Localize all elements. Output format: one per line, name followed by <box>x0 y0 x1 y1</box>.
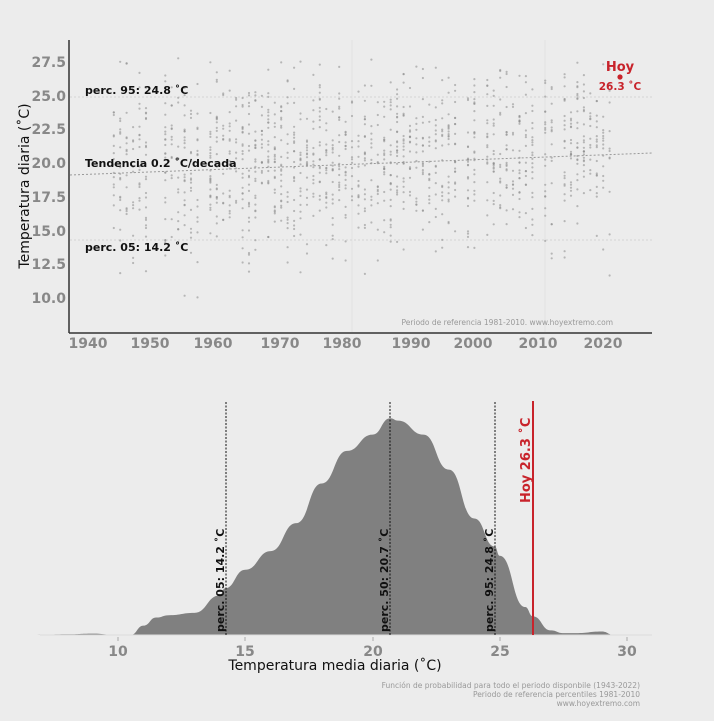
y-tick: 17.5 <box>31 190 66 206</box>
p95-annotation: perc. 95: 24.8 ˚C <box>85 84 188 97</box>
today-label: Hoy <box>606 60 635 75</box>
y-tick: 15.0 <box>31 224 66 240</box>
x-tick: 15 <box>235 644 254 660</box>
x-tick-labels: 1940 1950 1960 1970 1980 1990 2000 2010 … <box>69 336 623 352</box>
footnote-1: Función de probabilidad para todo el per… <box>382 681 640 690</box>
p50-vlabel: perc. 50: 20.7 ˚C <box>378 529 391 632</box>
y-tick: 20.0 <box>31 156 66 172</box>
x-tick: 20 <box>363 644 383 660</box>
x-tick: 30 <box>617 644 637 660</box>
x-tick: 10 <box>108 644 128 660</box>
density-chart: perc. 05: 14.2 ˚C perc. 50: 20.7 ˚C perc… <box>34 401 652 708</box>
y-axis-label: Temperatura diaria (˚C) <box>16 103 33 269</box>
x-tick: 1960 <box>194 336 233 352</box>
y-tick: 27.5 <box>31 55 66 71</box>
p05-vlabel: perc. 05: 14.2 ˚C <box>214 529 227 632</box>
trend-annotation: Tendencia 0.2 ˚C/decada <box>85 157 237 170</box>
x-tick: 2000 <box>454 336 493 352</box>
density-x-ticks: 10 15 20 25 30 <box>108 637 637 660</box>
x-axis-label: Temperatura media diaria (˚C) <box>227 657 441 674</box>
p95-vlabel: perc. 95: 24.8 ˚C <box>483 529 496 632</box>
density-area <box>34 418 615 635</box>
x-tick: 2020 <box>584 336 623 352</box>
today-vlabel: Hoy 26.3 ˚C <box>518 418 534 503</box>
p05-annotation: perc. 05: 14.2 ˚C <box>85 241 188 254</box>
today-value: 26.3 ˚C <box>599 81 642 93</box>
trend-line <box>69 152 653 176</box>
y-tick: 22.5 <box>31 122 66 138</box>
x-tick: 25 <box>490 644 509 660</box>
x-tick: 1940 <box>69 336 108 352</box>
x-tick: 1950 <box>131 336 170 352</box>
y-tick: 12.5 <box>31 257 66 273</box>
y-tick-labels: 10.0 12.5 15.0 17.5 20.0 22.5 25.0 27.5 <box>31 55 66 307</box>
footnote-2: Periodo de referencia percentiles 1981-2… <box>473 690 640 699</box>
x-tick: 2010 <box>519 336 558 352</box>
footnote-3: www.hoyextremo.com <box>557 699 640 708</box>
scatter-points <box>112 57 611 299</box>
y-tick: 10.0 <box>31 291 66 307</box>
y-tick: 25.0 <box>31 89 66 105</box>
reference-note: Periodo de referencia 1981-2010. www.hoy… <box>402 318 613 327</box>
x-tick: 1980 <box>323 336 362 352</box>
scatter-chart: 10.0 12.5 15.0 17.5 20.0 22.5 25.0 27.5 … <box>16 40 653 352</box>
x-tick: 1990 <box>392 336 431 352</box>
x-tick: 1970 <box>261 336 300 352</box>
today-point <box>617 74 623 80</box>
